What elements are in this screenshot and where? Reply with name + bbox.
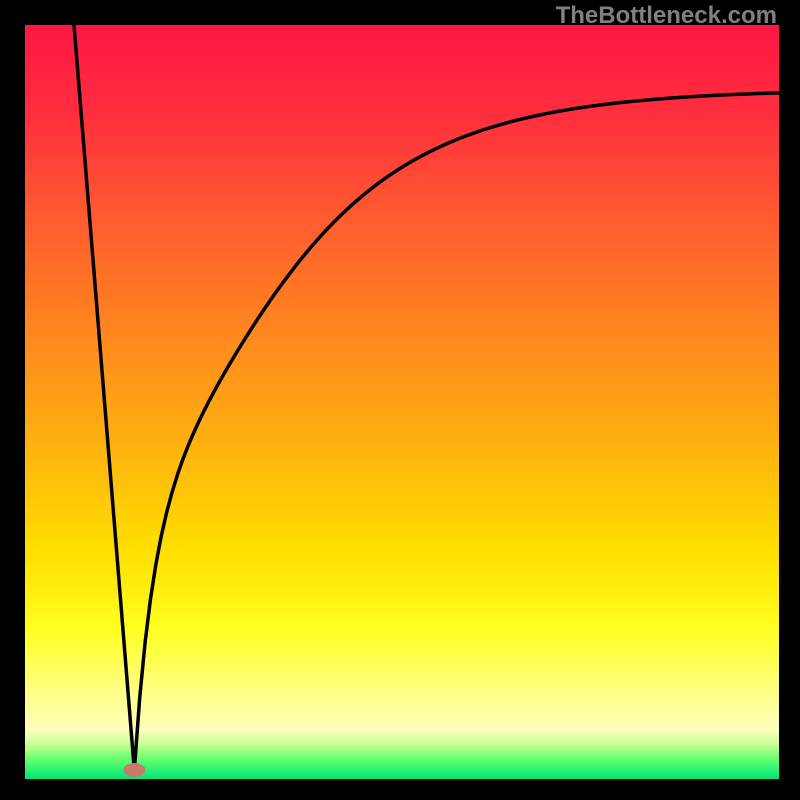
bottleneck-curve xyxy=(25,25,779,779)
bottleneck-curve-path xyxy=(74,25,779,770)
plot-area xyxy=(25,25,779,779)
watermark-text: TheBottleneck.com xyxy=(556,2,777,30)
vertex-marker xyxy=(123,763,145,777)
